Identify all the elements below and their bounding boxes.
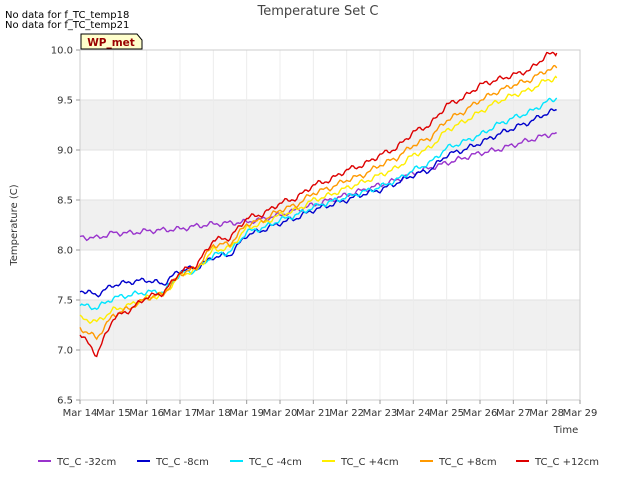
x-tick-label: Mar 18 (196, 408, 231, 419)
x-tick-label: Mar 23 (363, 408, 398, 419)
badge-shape (80, 33, 143, 50)
y-tick-label: 7.0 (57, 346, 73, 357)
background-band (80, 250, 580, 300)
x-tick-label: Mar 21 (296, 408, 331, 419)
background-band (80, 350, 580, 400)
y-tick-label: 9.0 (57, 146, 73, 157)
plot-border (79, 49, 581, 401)
y-tick-label: 8.0 (57, 246, 73, 257)
background-band (80, 300, 580, 350)
background-band (80, 200, 580, 250)
background-band (80, 100, 580, 150)
legend-label: TC_C -8cm (155, 457, 209, 468)
x-tick-label: Mar 26 (463, 408, 498, 419)
x-tick-label: Mar 17 (163, 408, 198, 419)
y-tick-label: 8.5 (57, 196, 73, 207)
background-band (80, 50, 580, 100)
y-axis-label: Temperature (C) (9, 184, 20, 266)
y-tick-label: 6.5 (57, 396, 73, 407)
legend-label: TC_C -32cm (56, 457, 116, 468)
note-line-1: No data for f_TC_temp18 (5, 10, 129, 21)
series-line-tc-c-12cm (79, 51, 558, 358)
y-axis-ticks: 6.5 7.0 7.5 8.0 8.5 9.0 9.5 10.0 (51, 46, 80, 407)
y-tick-label: 7.5 (57, 296, 73, 307)
x-tick-label: Mar 16 (129, 408, 164, 419)
y-tick-label: 10.0 (51, 46, 73, 57)
x-tick-label: Mar 25 (429, 408, 464, 419)
legend-label: TC_C -4cm (248, 457, 302, 468)
badge-label: WP_met (87, 37, 135, 49)
background-band (80, 150, 580, 200)
background-bands (80, 50, 580, 400)
x-tick-label: Mar 22 (329, 408, 364, 419)
x-tick-label: Mar 28 (529, 408, 564, 419)
x-tick-label: Mar 15 (96, 408, 131, 419)
legend-label: TC_C +4cm (340, 457, 399, 468)
note-line-2: No data for f_TC_temp21 (5, 20, 129, 31)
x-tick-label: Mar 24 (396, 408, 431, 419)
x-tick-label: Mar 20 (263, 408, 298, 419)
x-tick-label: Mar 29 (563, 408, 598, 419)
y-tick-label: 9.5 (57, 96, 73, 107)
x-tick-label: Mar 27 (496, 408, 531, 419)
x-axis-label: Time (553, 425, 578, 436)
legend-label: TC_C +8cm (438, 457, 497, 468)
legend-label: TC_C +12cm (534, 457, 599, 468)
series-line-tc-c-8cm (79, 108, 557, 298)
x-tick-label: Mar 19 (229, 408, 264, 419)
chart-title: Temperature Set C (256, 4, 378, 19)
wp-met-badge: WP_met (80, 33, 143, 50)
series-line-tc-c-8cm (79, 64, 558, 341)
x-tick-label: Mar 14 (63, 408, 98, 419)
legend: TC_C -32cm TC_C -8cm TC_C -4cm TC_C +4cm TC_… (38, 457, 599, 468)
series-layer (79, 51, 558, 358)
